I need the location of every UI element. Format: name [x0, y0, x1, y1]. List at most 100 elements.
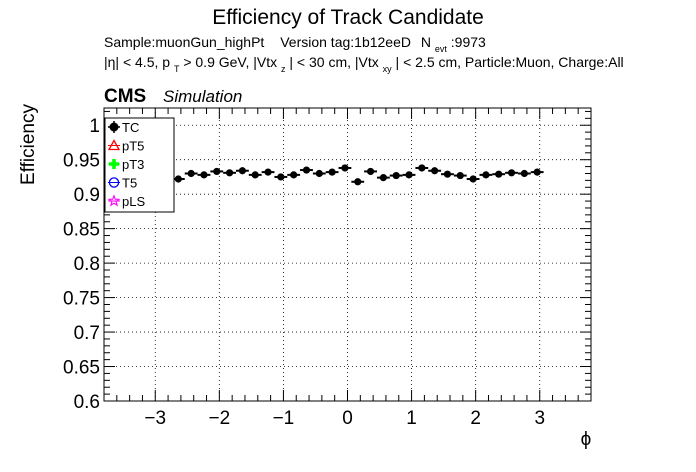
data-point — [248, 171, 262, 179]
data-marker — [507, 169, 516, 177]
data-marker — [469, 175, 477, 183]
legend-marker — [107, 139, 121, 151]
subtitle-line-2: |η| < 4.5, p T > 0.9 GeV, |Vtx z | < 30 … — [104, 54, 624, 75]
cms-label: CMS — [104, 86, 146, 107]
data-marker — [174, 175, 182, 183]
data-marker — [315, 169, 323, 178]
vxy-subscript: xy — [383, 64, 393, 74]
y-tick-label: 0.75 — [63, 289, 100, 310]
data-marker — [533, 168, 541, 176]
legend-label: TC — [122, 120, 139, 135]
data-marker — [495, 170, 503, 178]
legend-marker — [108, 177, 120, 188]
data-point — [402, 171, 416, 179]
data-point — [223, 169, 237, 177]
eta-cut: |η| < 4.5, p — [104, 54, 170, 70]
data-marker — [187, 169, 195, 178]
y-tick-label: 1 — [89, 116, 100, 137]
data-point — [517, 169, 531, 178]
nevt-label: N — [421, 34, 431, 50]
data-point — [441, 170, 454, 178]
x-tick-label: 1 — [406, 408, 417, 429]
data-point — [261, 168, 275, 176]
legend-label: pT5 — [122, 139, 144, 154]
legend-entry-t5: T5 — [108, 176, 137, 191]
x-axis-label: ϕ — [581, 429, 592, 450]
legend-entry-pls: pLS — [107, 194, 145, 209]
data-point — [287, 171, 301, 179]
y-tick-label: 0.8 — [74, 254, 100, 275]
x-tick-label: −3 — [144, 408, 166, 429]
data-marker — [443, 170, 452, 178]
data-point — [338, 164, 352, 172]
y-tick-label: 0.6 — [74, 392, 100, 413]
data-marker — [379, 174, 387, 182]
legend-entry-tc: TC — [108, 120, 139, 135]
data-marker — [251, 171, 259, 179]
data-marker — [213, 167, 221, 176]
data-marker — [238, 167, 247, 175]
data-point — [505, 169, 518, 177]
legend-entry-pt5: pT5 — [107, 139, 144, 154]
data-marker — [456, 171, 464, 180]
legend: TC pT5 pT3 T5 pLS — [104, 117, 175, 213]
x-tick-label: 0 — [342, 408, 353, 429]
data-point — [364, 167, 377, 176]
data-point — [466, 175, 480, 183]
nevt-value: :9973 — [451, 34, 486, 50]
data-marker — [341, 164, 349, 172]
data-point — [389, 171, 403, 180]
simulation-label: Simulation — [163, 87, 242, 106]
legend-entry-pt3: pT3 — [108, 157, 144, 172]
data-marker — [418, 164, 426, 172]
data-point — [300, 166, 313, 174]
data-point — [453, 171, 467, 180]
data-point — [492, 170, 506, 178]
x-tick-label: −1 — [273, 408, 295, 429]
data-point — [197, 171, 211, 179]
data-point — [325, 168, 339, 176]
data-point — [312, 169, 326, 178]
data-point — [351, 178, 365, 186]
x-tick-label: −2 — [209, 408, 231, 429]
legend-marker — [107, 194, 121, 207]
data-point — [530, 168, 544, 176]
version-label: Version tag:1b12eeD — [280, 34, 411, 50]
sample-label: Sample:muonGun_highPt — [104, 34, 264, 50]
y-tick-label: 0.9 — [74, 185, 100, 206]
legend-label: T5 — [122, 176, 137, 191]
data-marker — [328, 168, 336, 176]
data-point — [479, 171, 493, 179]
x-tick-label: 2 — [470, 408, 481, 429]
tick-labels: −3 −2 −1 0 1 2 3 0.6 0.65 0.7 0.75 0.8 0.85 0.9 0.95 1 — [63, 116, 545, 429]
data-marker — [200, 171, 208, 179]
nevt-subscript: evt — [435, 44, 448, 54]
data-point — [184, 169, 198, 178]
grid — [104, 108, 591, 402]
data-point — [415, 164, 429, 172]
data-marker — [392, 171, 400, 180]
data-point — [274, 173, 288, 181]
plot-frame — [103, 107, 592, 402]
data-marker — [290, 171, 298, 179]
data-marker — [264, 168, 272, 176]
data-marker — [482, 171, 490, 179]
data-point — [171, 175, 185, 183]
y-tick-label: 0.65 — [63, 358, 100, 379]
legend-label: pT3 — [122, 157, 144, 172]
axis-ticks — [103, 108, 592, 402]
legend-marker — [109, 122, 119, 132]
data-marker — [431, 167, 439, 175]
pt-subscript: T — [174, 64, 180, 74]
data-point — [236, 167, 249, 175]
legend-marker — [109, 159, 119, 169]
data-marker — [520, 169, 528, 178]
data-points — [146, 164, 544, 186]
vxy-cut: | < 2.5 cm, Particle:Muon, Charge:All — [396, 54, 624, 70]
chart-title: Efficiency of Track Candidate — [212, 6, 484, 29]
y-tick-label: 0.95 — [63, 151, 100, 172]
data-point — [210, 167, 224, 176]
x-tick-label: 3 — [534, 408, 545, 429]
y-tick-label: 0.7 — [74, 323, 100, 344]
